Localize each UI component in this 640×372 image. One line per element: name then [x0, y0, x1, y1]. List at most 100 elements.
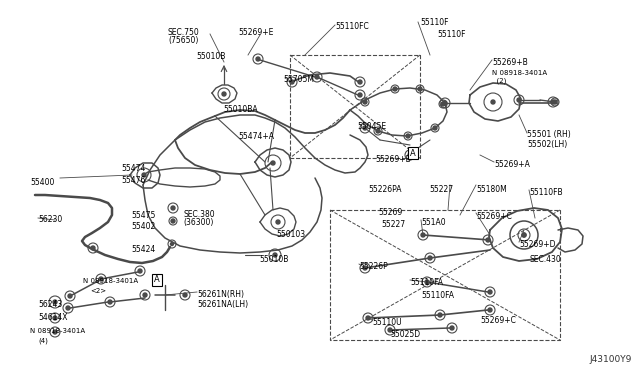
Circle shape — [171, 219, 175, 223]
Circle shape — [53, 316, 57, 320]
Text: SEC.750: SEC.750 — [168, 28, 200, 37]
Text: (4): (4) — [38, 338, 48, 344]
Circle shape — [91, 246, 95, 250]
Text: 55402: 55402 — [131, 222, 156, 231]
Text: 55110FB: 55110FB — [529, 188, 563, 197]
Text: SEC.380: SEC.380 — [183, 210, 214, 219]
Circle shape — [522, 233, 526, 237]
Circle shape — [171, 206, 175, 210]
Text: 55010B: 55010B — [259, 255, 289, 264]
Circle shape — [443, 101, 447, 105]
Circle shape — [363, 266, 367, 270]
Circle shape — [66, 306, 70, 310]
Circle shape — [488, 308, 492, 312]
Circle shape — [522, 233, 526, 237]
Circle shape — [450, 326, 454, 330]
Text: J43100Y9: J43100Y9 — [589, 355, 632, 364]
Text: A: A — [410, 148, 416, 157]
Circle shape — [53, 300, 57, 304]
Circle shape — [183, 293, 187, 297]
Text: 55476: 55476 — [121, 176, 145, 185]
Text: 55110FA: 55110FA — [421, 291, 454, 300]
Circle shape — [438, 313, 442, 317]
Text: 56230: 56230 — [38, 215, 62, 224]
Text: SEC.430: SEC.430 — [530, 255, 562, 264]
Text: 55269+D: 55269+D — [519, 240, 556, 249]
Text: 56261NA(LH): 56261NA(LH) — [197, 300, 248, 309]
Text: (36300): (36300) — [183, 218, 213, 227]
Circle shape — [486, 238, 490, 242]
Circle shape — [358, 93, 362, 97]
Text: 55474: 55474 — [121, 164, 145, 173]
Text: 56261N(RH): 56261N(RH) — [197, 290, 244, 299]
Circle shape — [393, 87, 397, 91]
Text: 55045E: 55045E — [357, 122, 386, 131]
Text: 55269: 55269 — [378, 208, 403, 217]
Text: 55110U: 55110U — [372, 318, 402, 327]
Circle shape — [418, 87, 422, 91]
Text: A: A — [154, 276, 160, 285]
Text: N 08918-3401A: N 08918-3401A — [492, 70, 547, 76]
Text: 55180M: 55180M — [476, 185, 507, 194]
Circle shape — [142, 173, 146, 177]
Circle shape — [388, 328, 392, 332]
Circle shape — [290, 80, 294, 84]
Circle shape — [551, 100, 555, 104]
Circle shape — [170, 243, 173, 246]
Text: 55269+A: 55269+A — [494, 160, 530, 169]
Text: 55010BA: 55010BA — [223, 105, 258, 114]
Circle shape — [428, 256, 432, 260]
Circle shape — [99, 277, 103, 281]
Circle shape — [68, 294, 72, 298]
Circle shape — [441, 102, 445, 106]
Circle shape — [53, 330, 57, 334]
Circle shape — [271, 161, 275, 165]
Circle shape — [491, 100, 495, 104]
Circle shape — [363, 126, 367, 130]
Text: 55110F: 55110F — [420, 18, 449, 27]
Circle shape — [425, 280, 429, 284]
Circle shape — [256, 57, 260, 61]
Text: 55269+E: 55269+E — [238, 28, 273, 37]
Text: 55110F: 55110F — [437, 30, 465, 39]
Text: 55110FC: 55110FC — [335, 22, 369, 31]
Text: 55226P: 55226P — [359, 262, 388, 271]
Circle shape — [222, 92, 226, 96]
Circle shape — [553, 100, 557, 104]
Text: 55010B: 55010B — [196, 52, 225, 61]
Text: 55110FA: 55110FA — [410, 278, 443, 287]
Circle shape — [433, 126, 437, 130]
Text: 55269+C: 55269+C — [480, 316, 516, 325]
Text: 55502(LH): 55502(LH) — [527, 140, 567, 149]
Circle shape — [108, 300, 112, 304]
Text: 55269+B: 55269+B — [375, 155, 411, 164]
Circle shape — [273, 253, 277, 257]
Circle shape — [517, 98, 521, 102]
Text: 55269+B: 55269+B — [492, 58, 528, 67]
Text: N 08918-3401A: N 08918-3401A — [30, 328, 85, 334]
Text: 55424: 55424 — [131, 245, 156, 254]
Text: 56243: 56243 — [38, 300, 62, 309]
Circle shape — [138, 269, 142, 273]
Circle shape — [406, 134, 410, 138]
Text: 55226PA: 55226PA — [368, 185, 401, 194]
Text: 55705M: 55705M — [283, 75, 314, 84]
Text: 55227: 55227 — [429, 185, 453, 194]
Text: 55474+A: 55474+A — [238, 132, 274, 141]
Text: 55501 (RH): 55501 (RH) — [527, 130, 571, 139]
Text: 55475: 55475 — [131, 211, 156, 220]
Text: 550103: 550103 — [276, 230, 305, 239]
Text: 55400: 55400 — [30, 178, 54, 187]
Circle shape — [143, 293, 147, 297]
Circle shape — [276, 220, 280, 224]
Text: 54614X: 54614X — [38, 313, 67, 322]
Circle shape — [421, 233, 425, 237]
Circle shape — [363, 100, 367, 104]
Text: 551A0: 551A0 — [421, 218, 445, 227]
Text: (75650): (75650) — [168, 36, 198, 45]
Text: (2): (2) — [492, 78, 506, 84]
Circle shape — [376, 129, 380, 133]
Text: 55269+C: 55269+C — [476, 212, 512, 221]
Circle shape — [408, 153, 412, 157]
Circle shape — [315, 75, 319, 79]
